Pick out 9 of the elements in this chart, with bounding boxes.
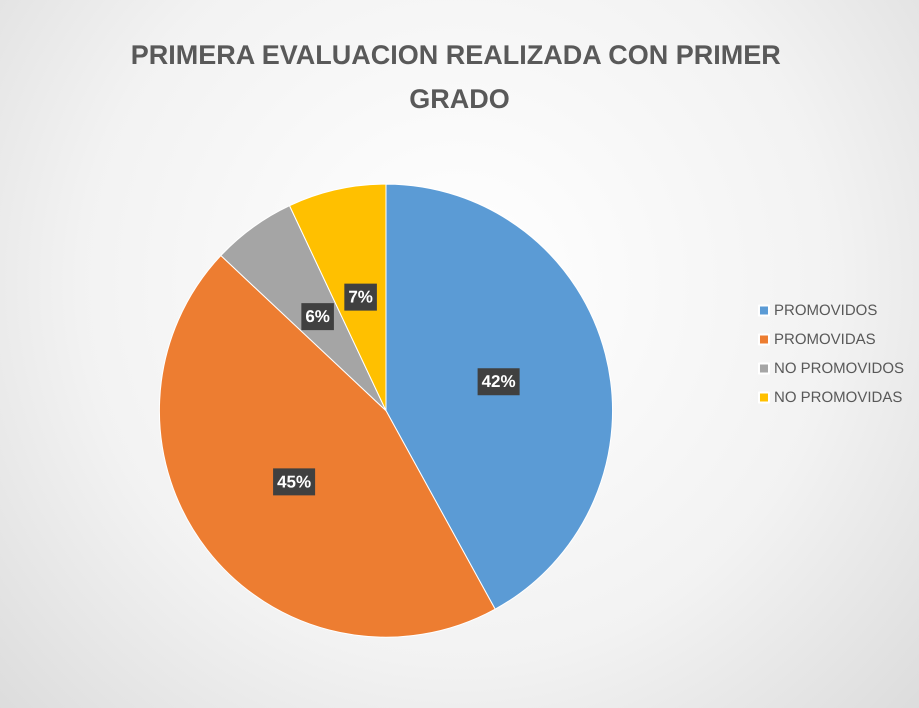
- legend-label: NO PROMOVIDAS: [774, 389, 902, 406]
- data-label: 45%: [277, 472, 312, 492]
- chart-title: PRIMERA EVALUACION REALIZADA CON PRIMER GRADO: [130, 40, 788, 114]
- legend-label: PROMOVIDOS: [774, 302, 878, 319]
- data-label: 6%: [305, 307, 330, 326]
- legend-label: PROMOVIDAS: [774, 331, 876, 348]
- data-label: 7%: [348, 288, 373, 307]
- data-label: 42%: [482, 372, 516, 392]
- legend-label: NO PROMOVIDOS: [774, 360, 904, 377]
